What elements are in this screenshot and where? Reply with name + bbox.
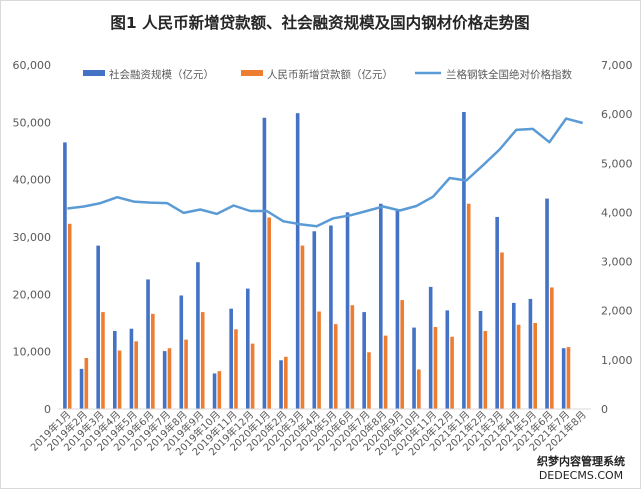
bar-new-loans xyxy=(417,369,421,409)
legend-swatch-new-loans xyxy=(241,70,263,76)
x-axis: 2019年1月2019年2月2019年3月2019年4月2019年5月2019年… xyxy=(28,408,591,458)
bar-social-financing xyxy=(179,295,184,409)
bar-social-financing xyxy=(162,351,167,409)
bar-social-financing xyxy=(146,279,150,409)
y-left-tick-label: 10,000 xyxy=(13,346,52,359)
y-right-tick-label: 6,000 xyxy=(601,108,633,121)
legend-label-new-loans: 人民币新增贷款额（亿元） xyxy=(267,68,393,81)
bar-social-financing xyxy=(428,286,433,409)
bar-social-financing xyxy=(495,216,499,409)
bar-social-financing xyxy=(462,112,466,409)
bar-new-loans xyxy=(367,352,371,409)
bar-new-loans xyxy=(516,324,521,409)
bar-new-loans xyxy=(200,312,205,409)
bar-new-loans xyxy=(450,336,454,409)
y-right-tick-label: 3,000 xyxy=(601,256,633,269)
y-left-tick-label: 0 xyxy=(44,403,51,416)
bar-new-loans xyxy=(400,300,405,409)
bar-new-loans xyxy=(466,203,471,409)
chart-title: 图1 人民币新增贷款额、社会融资规模及国内钢材价格走势图 xyxy=(110,13,529,32)
y-right-tick-label: 7,000 xyxy=(601,59,633,72)
legend: 社会融资规模（亿元） 人民币新增贷款额（亿元） 兰格钢铁全国绝对价格指数 xyxy=(83,68,572,81)
bar-social-financing xyxy=(212,373,217,409)
bar-new-loans xyxy=(217,371,222,409)
bar-social-financing xyxy=(96,245,100,409)
y-left-tick-label: 60,000 xyxy=(13,59,52,72)
bar-social-financing xyxy=(528,298,533,409)
bar-new-loans xyxy=(350,305,355,409)
bar-new-loans xyxy=(101,312,105,409)
bar-social-financing xyxy=(395,209,400,409)
bar-new-loans xyxy=(84,357,89,409)
legend-label-steel-index: 兰格钢铁全国绝对价格指数 xyxy=(446,68,572,81)
bar-social-financing xyxy=(412,327,416,409)
bar-social-financing xyxy=(378,203,383,409)
bar-social-financing xyxy=(511,302,516,409)
bar-new-loans xyxy=(550,287,554,409)
bar-new-loans xyxy=(300,245,305,409)
bar-social-financing xyxy=(112,331,117,409)
bar-social-financing xyxy=(362,312,366,409)
bar-social-financing xyxy=(63,142,67,409)
bar-new-loans xyxy=(317,311,321,409)
y-left-tick-label: 40,000 xyxy=(13,174,52,187)
bar-new-loans xyxy=(167,348,172,409)
y-axis-right: 0 1,000 2,000 3,000 4,000 5,000 6,000 7,000 xyxy=(601,59,633,416)
bar-social-financing xyxy=(129,328,134,409)
bar-new-loans xyxy=(151,313,155,409)
bar-social-financing xyxy=(545,198,549,409)
bar-social-financing xyxy=(79,368,84,409)
bar-social-financing xyxy=(329,225,333,409)
bar-new-loans xyxy=(250,343,255,409)
y-right-tick-label: 2,000 xyxy=(601,305,633,318)
bar-new-loans xyxy=(284,356,288,409)
bar-new-loans xyxy=(267,217,272,409)
bar-social-financing xyxy=(478,310,483,409)
bar-new-loans xyxy=(433,327,438,409)
bar-social-financing xyxy=(561,348,566,409)
bar-new-loans xyxy=(333,324,338,409)
legend-swatch-social-financing xyxy=(83,70,105,76)
bar-social-financing xyxy=(312,231,317,409)
bar-new-loans xyxy=(67,223,72,409)
bar-new-loans xyxy=(566,347,571,409)
bar-social-financing xyxy=(279,360,283,409)
watermark-url: DEDECMS.COM xyxy=(539,469,623,482)
bar-social-financing xyxy=(295,113,300,409)
bar-social-financing xyxy=(345,212,350,409)
watermark: 织梦内容管理系统 DEDECMS.COM xyxy=(537,454,625,482)
bar-new-loans xyxy=(234,329,238,409)
bar-new-loans xyxy=(533,323,538,409)
legend-label-social-financing: 社会融资规模（亿元） xyxy=(109,68,214,81)
y-left-tick-label: 20,000 xyxy=(13,288,52,301)
bar-new-loans xyxy=(117,350,122,409)
bar-social-financing xyxy=(445,310,450,409)
bar-social-financing xyxy=(245,288,250,409)
bar-new-loans xyxy=(483,331,488,409)
y-right-tick-label: 1,000 xyxy=(601,354,633,367)
bar-social-financing xyxy=(196,262,200,409)
bar-new-loans xyxy=(500,252,504,409)
bar-new-loans xyxy=(383,335,388,409)
y-right-tick-label: 5,000 xyxy=(601,157,633,170)
line-series xyxy=(67,117,584,228)
bar-series xyxy=(63,112,571,409)
bar-social-financing xyxy=(229,308,233,409)
watermark-text: 织梦内容管理系统 xyxy=(537,454,625,468)
bar-social-financing xyxy=(262,117,267,409)
line-steel-index xyxy=(67,117,584,228)
y-left-tick-label: 30,000 xyxy=(13,231,52,244)
y-right-tick-label: 0 xyxy=(601,403,608,416)
bar-new-loans xyxy=(134,341,139,409)
y-axis-left: 0 10,000 20,000 30,000 40,000 50,000 60,000 xyxy=(13,59,52,416)
y-right-tick-label: 4,000 xyxy=(601,206,633,219)
y-left-tick-label: 50,000 xyxy=(13,116,52,129)
bar-new-loans xyxy=(184,339,188,409)
